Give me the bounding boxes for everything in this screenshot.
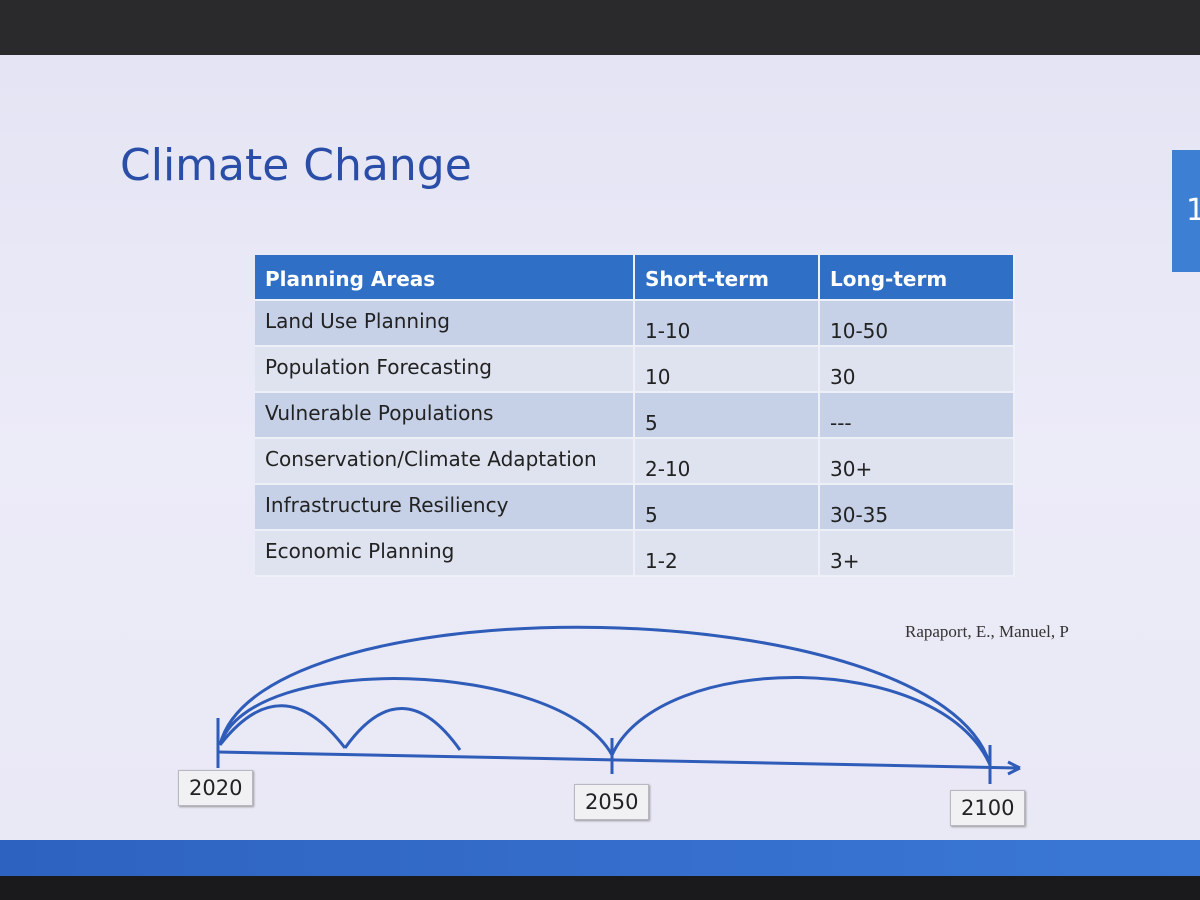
header-cell: Short-term xyxy=(635,255,820,301)
table-cell: 30-35 xyxy=(820,485,1015,531)
table-row: Land Use Planning 1-10 10-50 xyxy=(255,301,1015,347)
table-cell: 5 xyxy=(635,393,820,439)
arc xyxy=(218,625,992,766)
table-cell: Vulnerable Populations xyxy=(255,393,635,439)
table-row: Economic Planning 1-2 3+ xyxy=(255,531,1015,577)
arc xyxy=(610,675,992,766)
timeline-axis xyxy=(217,750,1021,770)
table-row: Infrastructure Resiliency 5 30-35 xyxy=(255,485,1015,531)
year-label: 2100 xyxy=(950,790,1026,826)
table-row: Vulnerable Populations 5 --- xyxy=(255,393,1015,439)
table-cell: Land Use Planning xyxy=(255,301,635,347)
slide-number: 1 xyxy=(1172,150,1200,272)
table-cell: Population Forecasting xyxy=(255,347,635,393)
table-cell: 2-10 xyxy=(635,439,820,485)
axis-arrow xyxy=(1007,760,1021,776)
slide-footer-band xyxy=(0,840,1200,876)
screen-bezel xyxy=(0,0,1200,55)
header-cell: Planning Areas xyxy=(255,255,635,301)
year-label: 2050 xyxy=(574,784,650,820)
table-cell: --- xyxy=(820,393,1015,439)
table-cell: 30+ xyxy=(820,439,1015,485)
table-cell: 10-50 xyxy=(820,301,1015,347)
table-header: Planning Areas Short-term Long-term xyxy=(255,255,1015,301)
table-cell: 1-2 xyxy=(635,531,820,577)
table-cell: 1-10 xyxy=(635,301,820,347)
table-cell: Economic Planning xyxy=(255,531,635,577)
citation: Rapaport, E., Manuel, P xyxy=(905,622,1069,641)
slide-title: Climate Change xyxy=(120,140,472,191)
table-row: Population Forecasting 10 30 xyxy=(255,347,1015,393)
table-cell: Infrastructure Resiliency xyxy=(255,485,635,531)
table: Planning Areas Short-term Long-term Land… xyxy=(255,255,1015,577)
table-cell: 30 xyxy=(820,347,1015,393)
table-cell: 10 xyxy=(635,347,820,393)
table-cell: 5 xyxy=(635,485,820,531)
table-row: Conservation/Climate Adaptation 2-10 30+ xyxy=(255,439,1015,485)
arc xyxy=(218,704,347,749)
arc xyxy=(218,677,614,756)
year-label: 2020 xyxy=(178,770,254,806)
header-cell: Long-term xyxy=(820,255,1015,301)
table-cell: Conservation/Climate Adaptation xyxy=(255,439,635,485)
arc xyxy=(343,707,462,751)
table-cell: 3+ xyxy=(820,531,1015,577)
